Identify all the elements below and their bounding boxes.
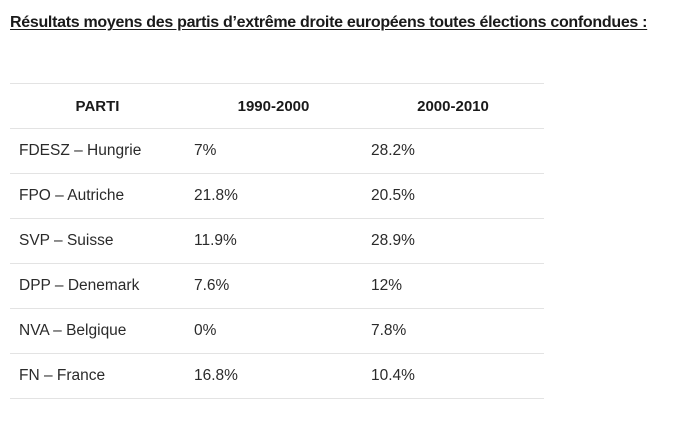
cell-1990-2000: 16.8% [185,353,362,399]
table-row: FPO – Autriche 21.8% 20.5% [10,173,544,219]
header-2000-2010: 2000-2010 [362,83,544,129]
cell-1990-2000: 7.6% [185,263,362,309]
cell-2000-2010: 20.5% [362,173,544,219]
cell-party: FDESZ – Hungrie [10,128,185,174]
results-table: PARTI 1990-2000 2000-2010 FDESZ – Hungri… [10,83,544,399]
cell-party: SVP – Suisse [10,218,185,264]
table-row: DPP – Denemark 7.6% 12% [10,263,544,309]
table-row: NVA – Belgique 0% 7.8% [10,308,544,354]
page-heading: Résultats moyens des partis d’extrême dr… [10,14,648,31]
header-parti: PARTI [10,83,185,129]
cell-party: DPP – Denemark [10,263,185,309]
cell-2000-2010: 10.4% [362,353,544,399]
cell-2000-2010: 12% [362,263,544,309]
cell-party: NVA – Belgique [10,308,185,354]
cell-party: FN – France [10,353,185,399]
results-table-container: PARTI 1990-2000 2000-2010 FDESZ – Hungri… [10,83,544,399]
header-row: PARTI 1990-2000 2000-2010 [10,83,544,129]
table-row: FN – France 16.8% 10.4% [10,353,544,399]
cell-1990-2000: 0% [185,308,362,354]
table-row: SVP – Suisse 11.9% 28.9% [10,218,544,264]
table-row: FDESZ – Hungrie 7% 28.2% [10,128,544,174]
table-body: FDESZ – Hungrie 7% 28.2% FPO – Autriche … [10,128,544,399]
cell-2000-2010: 28.2% [362,128,544,174]
cell-1990-2000: 21.8% [185,173,362,219]
header-1990-2000: 1990-2000 [185,83,362,129]
cell-2000-2010: 28.9% [362,218,544,264]
cell-1990-2000: 11.9% [185,218,362,264]
table-header: PARTI 1990-2000 2000-2010 [10,83,544,129]
cell-party: FPO – Autriche [10,173,185,219]
cell-1990-2000: 7% [185,128,362,174]
cell-2000-2010: 7.8% [362,308,544,354]
